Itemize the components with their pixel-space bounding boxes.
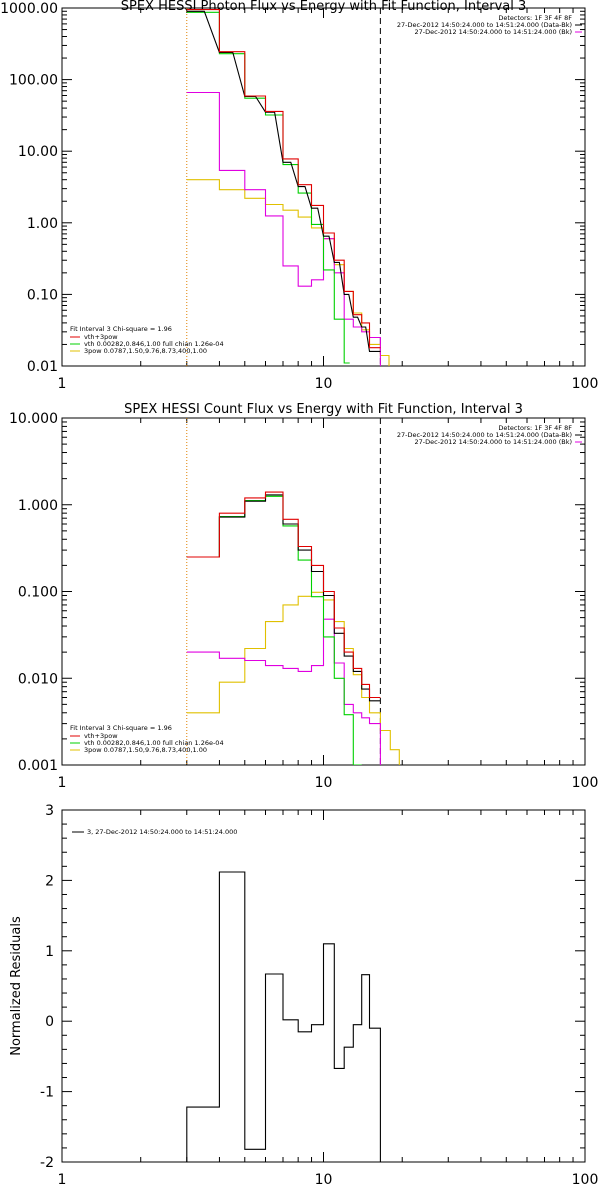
- y-tick-label: 1: [45, 944, 54, 960]
- x-tick-label: 100: [572, 775, 599, 791]
- y-tick-label: 2: [45, 873, 54, 889]
- legend-fit-item: vth+3pow: [84, 732, 118, 740]
- y-tick-label: -2: [40, 1155, 54, 1171]
- series-bk-line: [186, 91, 381, 366]
- chart-title: SPEX HESSI Photon Flux vs Energy with Fi…: [121, 0, 527, 14]
- plot-area: [186, 871, 381, 1162]
- y-tick-label: 0.001: [18, 758, 58, 774]
- legend-top-right-text: Detectors: 1F 3F 4F 8F: [498, 14, 572, 22]
- x-tick-label: 10: [315, 1172, 333, 1188]
- series-total-line: [186, 491, 381, 699]
- legend-top-right-text: Detectors: 1F 3F 4F 8F: [498, 424, 572, 432]
- legend-text: 3, 27-Dec-2012 14:50:24.000 to 14:51:24.…: [87, 828, 237, 836]
- y-tick-label: 0.01: [27, 359, 58, 375]
- x-tick-label: 1: [58, 775, 67, 791]
- y-tick-label: 0: [45, 1014, 54, 1030]
- chart-title: SPEX HESSI Count Flux vs Energy with Fit…: [124, 402, 523, 417]
- legend-fit-header: Fit Interval 3 Chi-square = 1.96: [70, 325, 172, 333]
- legend-top-right-text: 27-Dec-2012 14:50:24.000 to 14:51:24.000…: [415, 438, 573, 446]
- legend-fit-item: vth 0.00282,0.846,1.00 full chian 1.26e-…: [84, 340, 224, 348]
- y-tick-label: -1: [40, 1085, 54, 1101]
- plot-area: [186, 8, 390, 366]
- x-tick-label: 1: [58, 376, 67, 392]
- plot-frame: [61, 7, 586, 367]
- y-tick-label: 10.000: [9, 411, 58, 427]
- series-3pow-line: [186, 179, 390, 366]
- y-tick-label: 3: [45, 803, 54, 819]
- x-tick-label: 10: [315, 775, 333, 791]
- chart-1: SPEX HESSI Photon Flux vs Energy with Fi…: [0, 0, 598, 392]
- series-data-line: [186, 871, 381, 1162]
- y-tick-label: 0.10: [27, 287, 58, 303]
- x-tick-label: 1: [58, 1172, 67, 1188]
- chart-2: SPEX HESSI Count Flux vs Energy with Fit…: [9, 402, 598, 791]
- legend-fit-item: vth 0.00282,0.846,1.00 full chian 1.26e-…: [84, 739, 224, 747]
- y-tick-label: 10.00: [18, 144, 58, 160]
- x-tick-label: 100: [572, 376, 599, 392]
- y-tick-label: 1000.00: [0, 1, 58, 17]
- legend-fit-item: vth+3pow: [84, 333, 118, 341]
- plot-area: [186, 418, 400, 765]
- legend-top-right-text: 27-Dec-2012 14:50:24.000 to 14:51:24.000…: [415, 28, 573, 36]
- series-vth-line: [186, 11, 350, 364]
- x-tick-label: 10: [315, 376, 333, 392]
- y-tick-label: 1.000: [18, 498, 58, 514]
- series-data-line: [186, 10, 381, 352]
- series-vth-line: [186, 495, 362, 765]
- chart-3: 1 10 100 -2 -1 0 1 2 3 Normalized Residuals 3, 27-…: [9, 803, 598, 1188]
- legend-fit-item: 3pow 0.0787,1.50,9.76,8.73,400,1.00: [84, 347, 207, 355]
- legend-fit-item: 3pow 0.0787,1.50,9.76,8.73,400,1.00: [84, 746, 207, 754]
- y-tick-label: 0.010: [18, 671, 58, 687]
- series-bk-line: [186, 618, 381, 765]
- y-tick-label: 0.100: [18, 585, 58, 601]
- x-tick-label: 100: [572, 1172, 599, 1188]
- y-axis-label: Normalized Residuals: [9, 916, 24, 1056]
- series-total-line: [186, 9, 381, 349]
- series-data-line: [186, 494, 381, 702]
- y-tick-label: 100.00: [9, 73, 58, 89]
- legend-top-right-text: 27-Dec-2012 14:50:24.000 to 14:51:24.000…: [397, 21, 572, 29]
- legend-fit-header: Fit Interval 3 Chi-square = 1.96: [70, 724, 172, 732]
- y-tick-label: 1.00: [27, 216, 58, 232]
- legend-top-right-text: 27-Dec-2012 14:50:24.000 to 14:51:24.000…: [397, 431, 572, 439]
